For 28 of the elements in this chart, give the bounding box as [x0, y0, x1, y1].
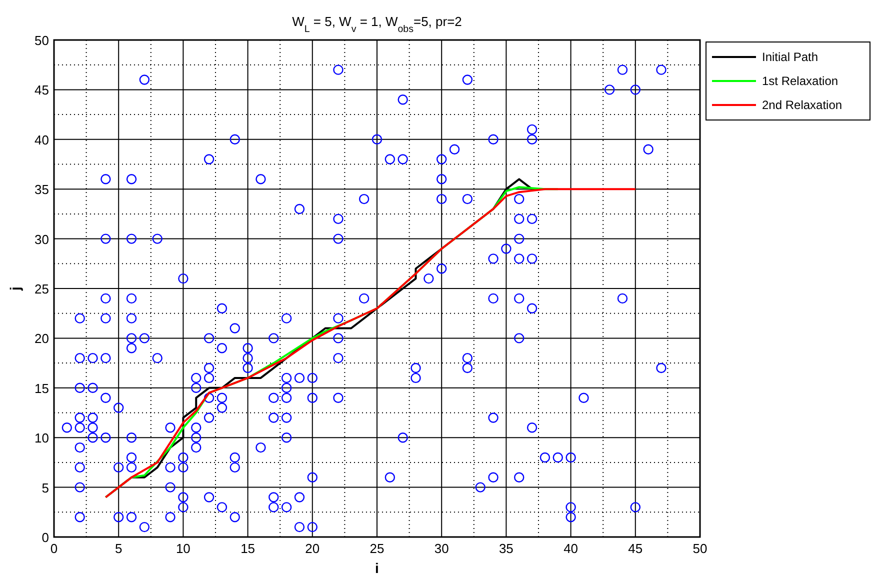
legend-label: Initial Path [762, 50, 818, 64]
x-tick-label: 35 [498, 541, 514, 556]
y-tick-label: 30 [34, 232, 49, 247]
y-tick-label: 25 [34, 282, 49, 296]
legend-label: 2nd Relaxation [762, 98, 842, 112]
chart-title: W$_{L}$ = 5, W$_{v}$ = 1, W$_{obs}$=5, pr=2 [292, 14, 462, 34]
y-axis-title: j [7, 286, 23, 292]
x-tick-label: 45 [628, 541, 643, 556]
x-tick-label: 20 [305, 541, 320, 556]
x-tick-label: 25 [370, 541, 384, 556]
y-tick-label: 10 [34, 430, 49, 446]
y-tick-label: 45 [34, 82, 49, 98]
y-tick-label: 5 [42, 480, 49, 496]
y-tick-label: 20 [34, 331, 49, 346]
y-tick-label: 15 [34, 380, 49, 396]
x-tick-label: 30 [434, 541, 449, 556]
y-tick-label: 40 [34, 132, 49, 148]
legend-label: 1st Relaxation [762, 74, 838, 88]
y-tick-label: 0 [42, 530, 49, 545]
x-tick-label: 15 [240, 541, 256, 556]
x-tick-label: 40 [564, 541, 578, 556]
x-tick-label: 50 [692, 541, 708, 556]
y-tick-label: 50 [34, 33, 49, 48]
x-axis-title: i [375, 560, 379, 576]
x-tick-label: 5 [114, 541, 122, 556]
x-tick-label: 10 [176, 541, 190, 556]
y-tick-label: 35 [34, 182, 49, 198]
line-series [104, 188, 636, 498]
